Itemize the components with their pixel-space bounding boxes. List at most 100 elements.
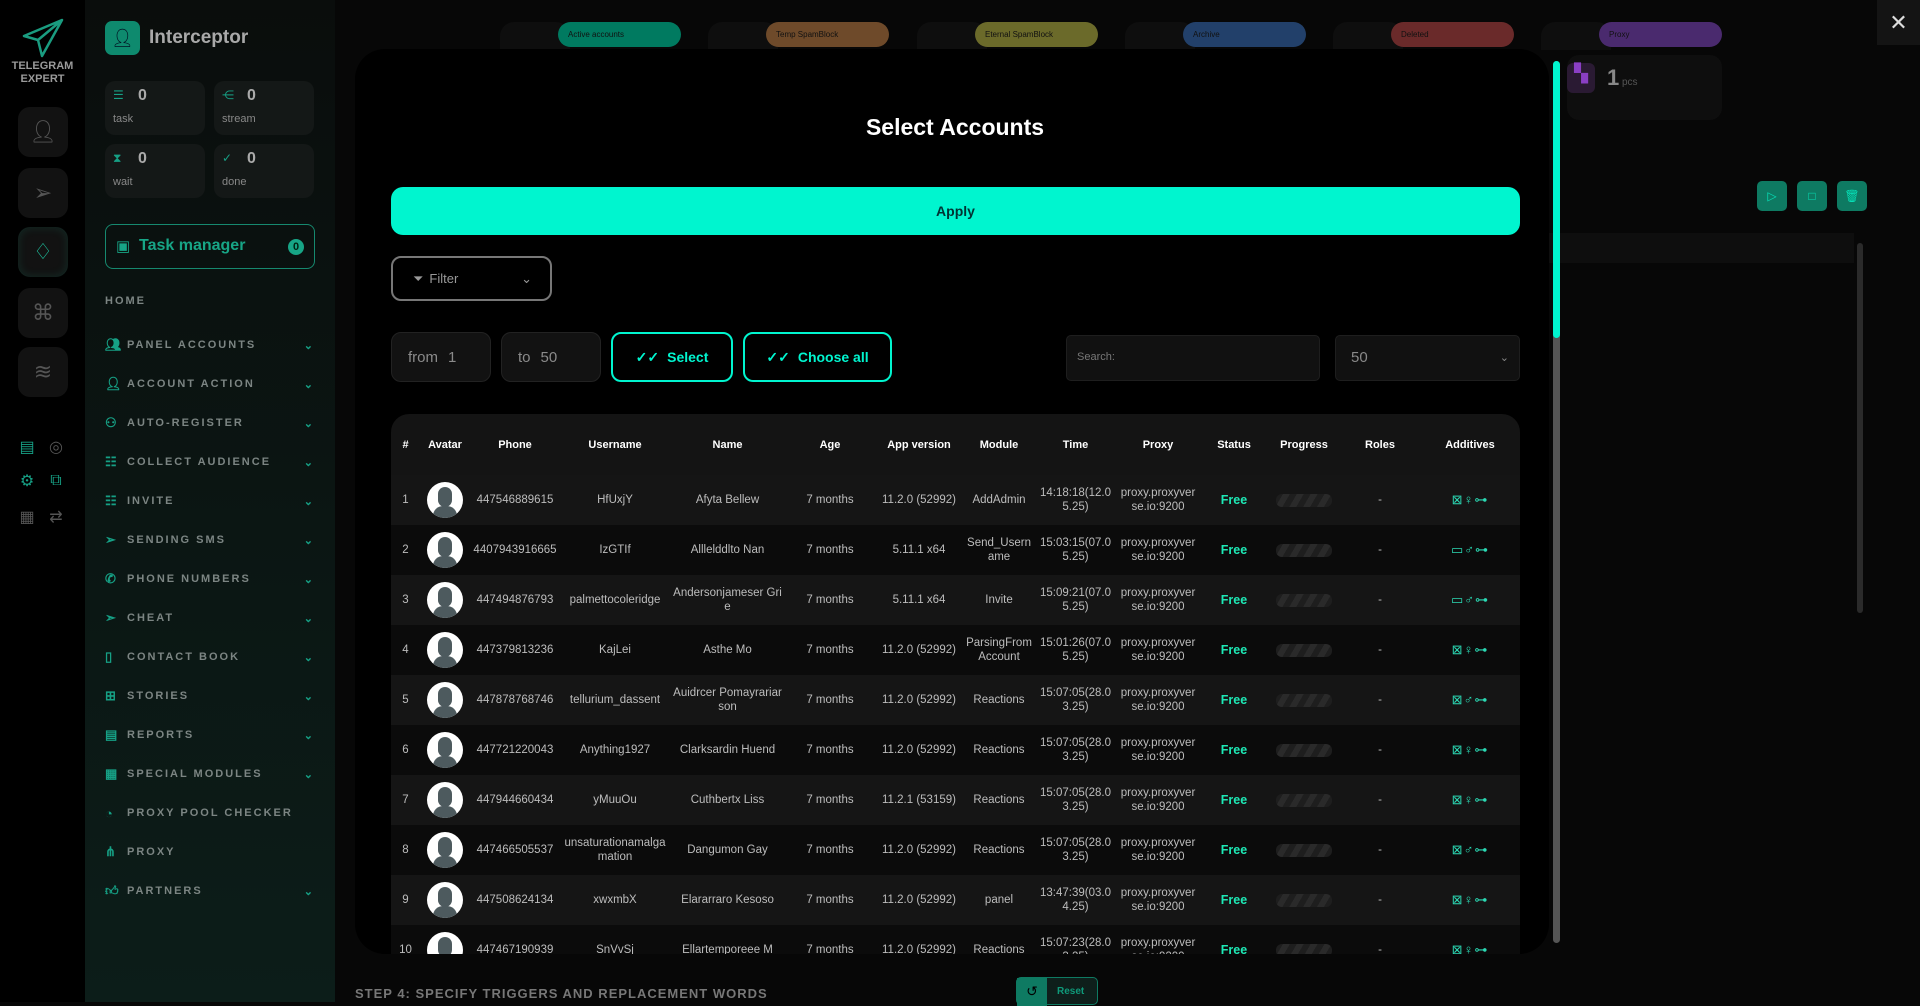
table-row[interactable]: 2 4407943916665 IzGTIf Alllelddlto Nan 7 mon… — [391, 525, 1520, 575]
progress-bar — [1276, 793, 1332, 807]
sidebar-item-proxy[interactable]: ⋔ PROXY — [105, 840, 315, 864]
column-header[interactable]: Avatar — [428, 438, 462, 451]
table-row[interactable]: 10 447467190939 SnVvSj Ellartemporeee M 7 mo… — [391, 925, 1520, 954]
column-header[interactable]: Time — [1062, 438, 1089, 451]
column-header[interactable]: Name — [712, 438, 743, 451]
column-header[interactable]: Module — [979, 438, 1019, 451]
select-button[interactable]: ✓✓ Select — [611, 332, 733, 382]
tab-archive[interactable]: Archive — [1183, 22, 1306, 47]
task-manager-button[interactable]: ▣ Task manager 0 — [105, 224, 315, 269]
table-row[interactable]: 5 447878768746 tellurium_dassent Auidrcer P… — [391, 675, 1520, 725]
sidebar-item-invite[interactable]: ☷ INVITE ⌄ — [105, 489, 315, 513]
column-header[interactable]: Age — [819, 438, 841, 451]
name: Alllelddlto Nan — [690, 544, 765, 556]
sidebar-item-stories[interactable]: ⊞ STORIES ⌄ — [105, 684, 315, 708]
users-icon: 👥︎ — [105, 337, 124, 352]
apply-button[interactable]: Apply — [391, 187, 1520, 235]
rail-send-button[interactable]: ➢ — [18, 168, 68, 218]
rail-database-button[interactable]: ≋ — [18, 347, 68, 397]
user-icon: 👤︎ — [29, 119, 57, 144]
table-row[interactable]: 8 447466505537 unsaturationamalgamation Dan… — [391, 825, 1520, 875]
sidebar-item-label: PANEL ACCOUNTS — [127, 339, 257, 351]
column-header[interactable]: Proxy — [1142, 438, 1174, 451]
menu-home[interactable]: HOME — [105, 295, 146, 307]
play-button[interactable]: ▷ — [1757, 181, 1787, 211]
table-row[interactable]: 4 447379813236 KajLei Asthe Mo 7 months 11.2.… — [391, 625, 1520, 675]
tab-proxy[interactable]: Proxy — [1599, 22, 1722, 47]
sidebar-item-contact-book[interactable]: ▯ CONTACT BOOK ⌄ — [105, 645, 315, 669]
table-row[interactable]: 7 447944660434 yMuuOu Cuthbertx Liss 7 month… — [391, 775, 1520, 825]
sidebar-item-auto-register[interactable]: ⚇ AUTO-REGISTER ⌄ — [105, 411, 315, 435]
close-button[interactable]: ✕ — [1877, 0, 1920, 45]
avatar — [427, 882, 463, 918]
phone: 4407943916665 — [473, 544, 557, 556]
swap-icon[interactable]: ⇄ — [49, 509, 63, 526]
progress-bar — [1276, 593, 1332, 607]
column-header[interactable]: Phone — [498, 438, 532, 451]
from-input[interactable]: from 1 — [391, 332, 491, 382]
sidebar-item-proxy-pool-checker[interactable]: ◔ PROXY POOL CHECKER — [105, 801, 315, 825]
modal-scrollbar-thumb[interactable] — [1553, 61, 1560, 338]
column-header[interactable]: Username — [588, 438, 642, 451]
table-row[interactable]: 9 447508624134 xwxmbX Elararraro Kesoso 7 mo… — [391, 875, 1520, 925]
age: 7 months — [806, 744, 854, 756]
row-number: 7 — [402, 794, 409, 806]
sidebar-item-sending-sms[interactable]: ➢ SENDING SMS ⌄ — [105, 528, 315, 552]
username: tellurium_dassent — [569, 694, 661, 706]
table-row[interactable]: 6 447721220043 Anything1927 Clarksardin Hue… — [391, 725, 1520, 775]
filter-dropdown[interactable]: ⏷ Filter ⌄ — [391, 256, 552, 301]
to-input[interactable]: to 50 — [501, 332, 601, 382]
sidebar-item-collect-audience[interactable]: ☷ COLLECT AUDIENCE ⌄ — [105, 450, 315, 474]
sidebar-item-label: AUTO-REGISTER — [127, 417, 244, 429]
column-header[interactable]: Additives — [1445, 438, 1495, 451]
server-check-icon[interactable]: ▤ — [19, 439, 35, 456]
sidebar-item-reports[interactable]: ▤ REPORTS ⌄ — [105, 723, 315, 747]
stat-done: ✓ 0 done — [214, 144, 314, 198]
rail-diamond-button[interactable]: ♢ — [18, 227, 68, 277]
sidebar-item-panel-accounts[interactable]: 👥︎ PANEL ACCOUNTS ⌄ — [105, 333, 315, 357]
tab-deleted[interactable]: Deleted — [1391, 22, 1514, 47]
code-window-icon[interactable]: ⧉ — [50, 472, 62, 489]
sidebar-item-partners[interactable]: 👍︎ PARTNERS ⌄ — [105, 879, 315, 903]
avatar — [427, 482, 463, 518]
modal-scrollbar[interactable] — [1553, 61, 1560, 943]
phone: 447508624134 — [476, 894, 554, 906]
delete-button[interactable]: 🗑︎ — [1837, 181, 1867, 211]
background-scrollbar[interactable] — [1857, 243, 1863, 613]
rail-command-button[interactable]: ⌘ — [18, 288, 68, 338]
sidebar-item-phone-numbers[interactable]: ✆ PHONE NUMBERS ⌄ — [105, 567, 315, 591]
gear-icon[interactable]: ⚙ — [19, 473, 35, 490]
additives-icons: ▭♂⊶ — [1450, 542, 1490, 557]
module: Reactions — [973, 844, 1025, 856]
progress-bar — [1276, 743, 1332, 757]
app-version: 11.2.0 (52992) — [882, 744, 956, 756]
document-check-icon[interactable]: ▦ — [19, 509, 35, 526]
sidebar-item-account-action[interactable]: 👤︎ ACCOUNT ACTION ⌄ — [105, 372, 315, 396]
sidebar-item-cheat[interactable]: ➣ CHEAT ⌄ — [105, 606, 315, 630]
user-location-icon[interactable]: ◎ — [49, 439, 63, 456]
column-header[interactable]: Roles — [1365, 438, 1395, 451]
column-header[interactable]: Progress — [1280, 438, 1328, 451]
table-row[interactable]: 3 447494876793 palmettocoleridge Andersonja… — [391, 575, 1520, 625]
tab-eternal-spamblock[interactable]: Eternal SpamBlock — [975, 22, 1098, 47]
roles: - — [1378, 744, 1382, 756]
choose-all-button[interactable]: ✓✓ Choose all — [743, 332, 892, 382]
column-header[interactable]: App version — [887, 438, 951, 451]
tab-temp-spamblock[interactable]: Temp SpamBlock — [766, 22, 889, 47]
page-size-select[interactable]: 50 ⌄ — [1335, 335, 1520, 381]
phone: 447379813236 — [476, 644, 554, 656]
tab-active-accounts[interactable]: Active accounts — [558, 22, 681, 47]
search-input[interactable]: Search: — [1066, 335, 1320, 381]
reset-button[interactable]: ↺ Reset — [1016, 977, 1098, 1006]
sidebar-item-special-modules[interactable]: ▦ SPECIAL MODULES ⌄ — [105, 762, 315, 786]
column-header[interactable]: # — [402, 438, 409, 451]
select-accounts-modal: Select Accounts Apply ⏷ Filter ⌄ from 1 t… — [355, 49, 1549, 954]
age: 7 months — [806, 644, 854, 656]
column-header[interactable]: Status — [1217, 438, 1251, 451]
rail-user-button[interactable]: 👤︎ — [18, 107, 68, 157]
table-row[interactable]: 1 447546889615 HfUxjY Afyta Bellew 7 months 1… — [391, 475, 1520, 525]
time: 15:07:05(28.03.25) — [1040, 687, 1111, 713]
stop-button[interactable]: □ — [1797, 181, 1827, 211]
avatar — [427, 682, 463, 718]
sidebar-item-label: PROXY POOL CHECKER — [127, 807, 293, 819]
